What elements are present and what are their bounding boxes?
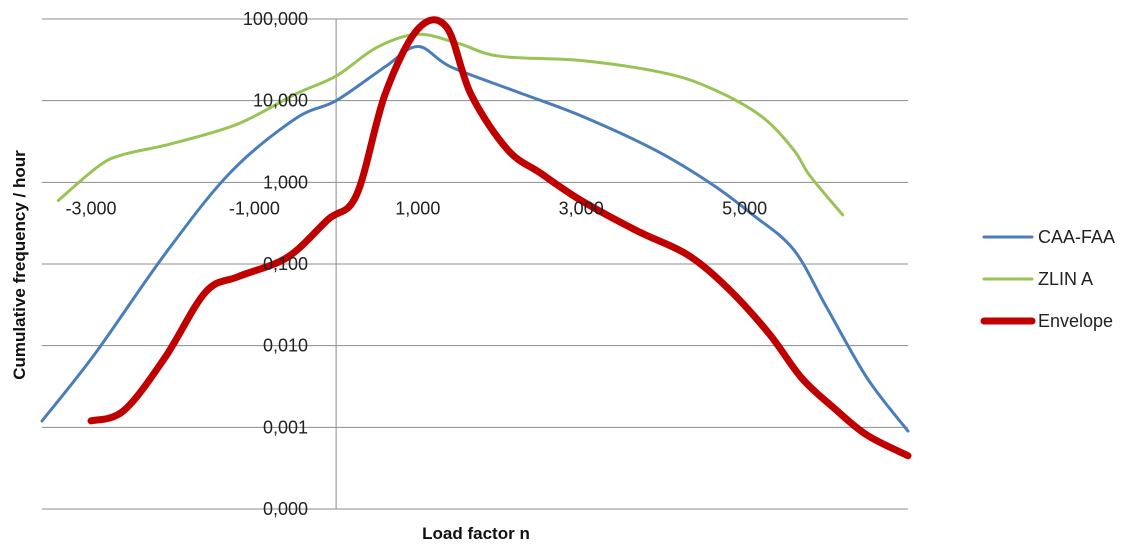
x-axis-title: Load factor n <box>422 524 530 543</box>
legend-label: CAA-FAA <box>1038 227 1115 247</box>
legend-item: CAA-FAA <box>982 227 1115 247</box>
y-tick-label: 100,000 <box>243 9 308 29</box>
x-tick-label: 1,000 <box>395 198 440 218</box>
legend-item: Envelope <box>980 311 1113 331</box>
series-line-envelope <box>87 16 912 460</box>
legend-label: ZLIN A <box>1038 269 1093 289</box>
x-tick-label: 5,000 <box>722 198 767 218</box>
y-tick-label: 0,010 <box>263 336 308 356</box>
tick-labels: 100,000 10,000 1,000 0,100 0,010 0,001 0,000 -3… <box>65 9 767 519</box>
series-line-caa-faa <box>40 45 910 433</box>
y-tick-label: 0,000 <box>263 499 308 519</box>
legend-label: Envelope <box>1038 311 1113 331</box>
x-tick-label: -3,000 <box>65 198 116 218</box>
y-tick-label: 0,001 <box>263 417 308 437</box>
legend: CAA-FAA ZLIN A Envelope <box>980 227 1115 331</box>
series-line-zlin-a <box>56 32 845 217</box>
x-tick-label: 3,000 <box>559 198 604 218</box>
series-lines <box>40 16 912 460</box>
y-tick-label: 0,100 <box>263 254 308 274</box>
x-tick-label: -1,000 <box>229 198 280 218</box>
y-tick-label: 1,000 <box>263 172 308 192</box>
y-tick-label: 10,000 <box>253 91 308 111</box>
grid-lines <box>42 18 908 510</box>
legend-item: ZLIN A <box>982 269 1093 289</box>
y-axis-title: Cumulative frequency / hour <box>10 150 29 380</box>
